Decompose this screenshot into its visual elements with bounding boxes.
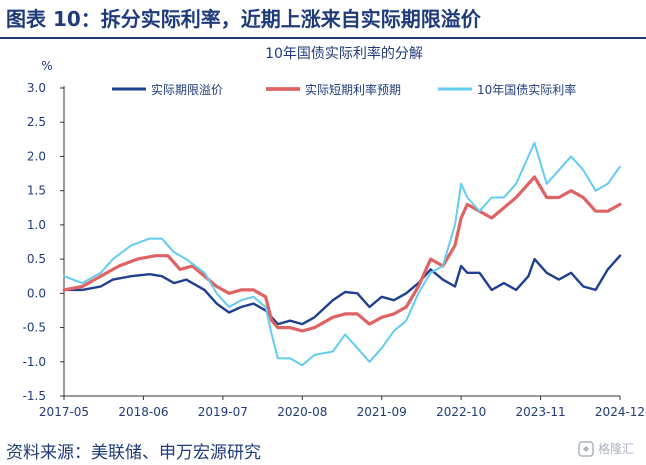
watermark: 格隆汇 — [578, 440, 634, 457]
y-tick-label: 3.0 — [27, 81, 46, 95]
watermark-text: 格隆汇 — [597, 442, 634, 456]
x-axis: 2017-05 2018-06 2019-07 2020-08 2021-09 2022-… — [39, 395, 645, 419]
header-rule — [0, 37, 646, 39]
x-tick-label: 2017-05 — [39, 405, 89, 419]
y-tick-label: 1.0 — [27, 218, 46, 232]
chart: 10年国债实际利率的分解 % 实际期限溢价 实际短期利率预期 10年国债实际利率 -… — [23, 45, 645, 419]
x-tick-label: 2019-07 — [198, 405, 248, 419]
y-axis-unit: % — [41, 59, 52, 73]
y-tick-label: -1.5 — [23, 389, 46, 403]
watermark-logo-icon — [578, 440, 594, 457]
source-note: 资料来源：美联储、申万宏源研究 — [6, 443, 261, 463]
series-lines — [62, 141, 622, 367]
x-tick-label: 2018-06 — [118, 405, 168, 419]
x-tick-label: 2024-12 — [595, 405, 645, 419]
y-tick-label: -1.0 — [23, 355, 46, 369]
y-tick-label: 0.0 — [27, 286, 46, 300]
legend: 实际期限溢价 实际短期利率预期 10年国债实际利率 — [112, 82, 576, 97]
x-tick-label: 2020-08 — [277, 405, 327, 419]
legend-label-3: 10年国债实际利率 — [477, 82, 576, 97]
legend-label-1: 实际期限溢价 — [151, 82, 223, 97]
series-line-1 — [62, 254, 622, 326]
y-tick-label: 2.5 — [27, 115, 46, 129]
chart-title: 10年国债实际利率的分解 — [265, 45, 423, 62]
y-axis: -1.5 -1.0 -0.5 0.0 0.5 1.0 1.5 2.0 2.5 3.0 — [23, 81, 65, 403]
series-line-2 — [62, 175, 622, 333]
y-tick-label: -0.5 — [23, 321, 46, 335]
y-tick-label: 2.0 — [27, 149, 46, 163]
series-line-3 — [63, 141, 621, 367]
figure-title: 图表 10：拆分实际利率，近期上涨来自实际期限溢价 — [6, 7, 481, 31]
legend-label-2: 实际短期利率预期 — [305, 82, 401, 97]
y-tick-label: 1.5 — [27, 184, 46, 198]
y-tick-label: 0.5 — [27, 252, 46, 266]
x-tick-label: 2023-11 — [516, 405, 566, 419]
x-tick-label: 2022-10 — [436, 405, 486, 419]
x-tick-label: 2021-09 — [357, 405, 407, 419]
